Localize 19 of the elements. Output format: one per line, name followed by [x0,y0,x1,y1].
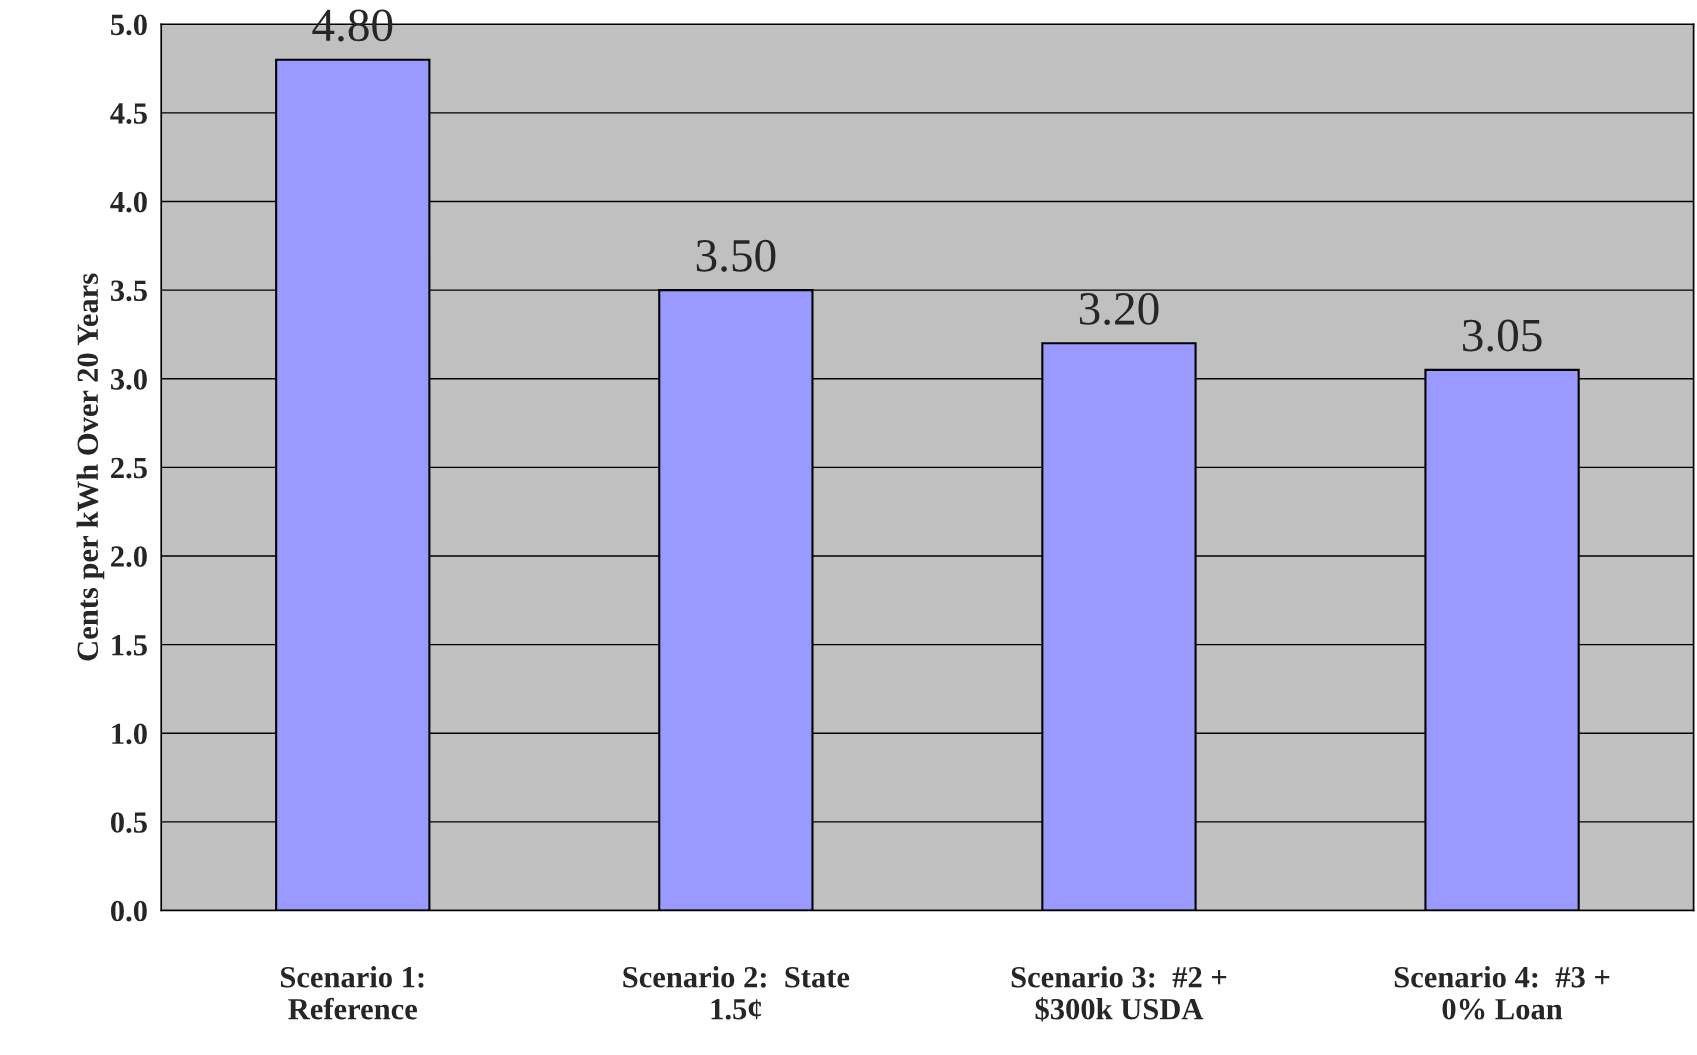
y-tick-label: 4.5 [110,103,147,124]
y-tick-label: 5.0 [111,14,147,36]
y-tick-label: 2.5 [111,457,147,479]
y-tick-label: 3.0 [110,369,147,390]
y-tick-label: 0.5 [110,812,147,833]
x-tick-label: Scenario 4: #3 + 0% Loan [1394,966,1610,1020]
y-tick-label: 3.5 [110,280,147,302]
x-tick-label: Scenario 2: State 1.5¢ [623,966,850,1020]
data-label: 3.05 [1463,319,1542,352]
x-tick-label: Scenario 1: Reference [280,966,424,1020]
y-tick-label: 1.0 [112,723,147,745]
data-label: 3.50 [696,239,776,272]
y-axis-title: Cents per kWh Over 20 Years [76,273,105,661]
y-tick-label: 1.5 [112,635,147,656]
y-tick-label: 0.0 [110,900,147,922]
x-tick-label: Scenario 3: #2 + $300k USDA [1011,966,1227,1022]
y-tick-label: 2.0 [111,546,147,568]
y-tick-label: 4.0 [110,191,147,213]
data-label: 3.20 [1079,292,1159,326]
